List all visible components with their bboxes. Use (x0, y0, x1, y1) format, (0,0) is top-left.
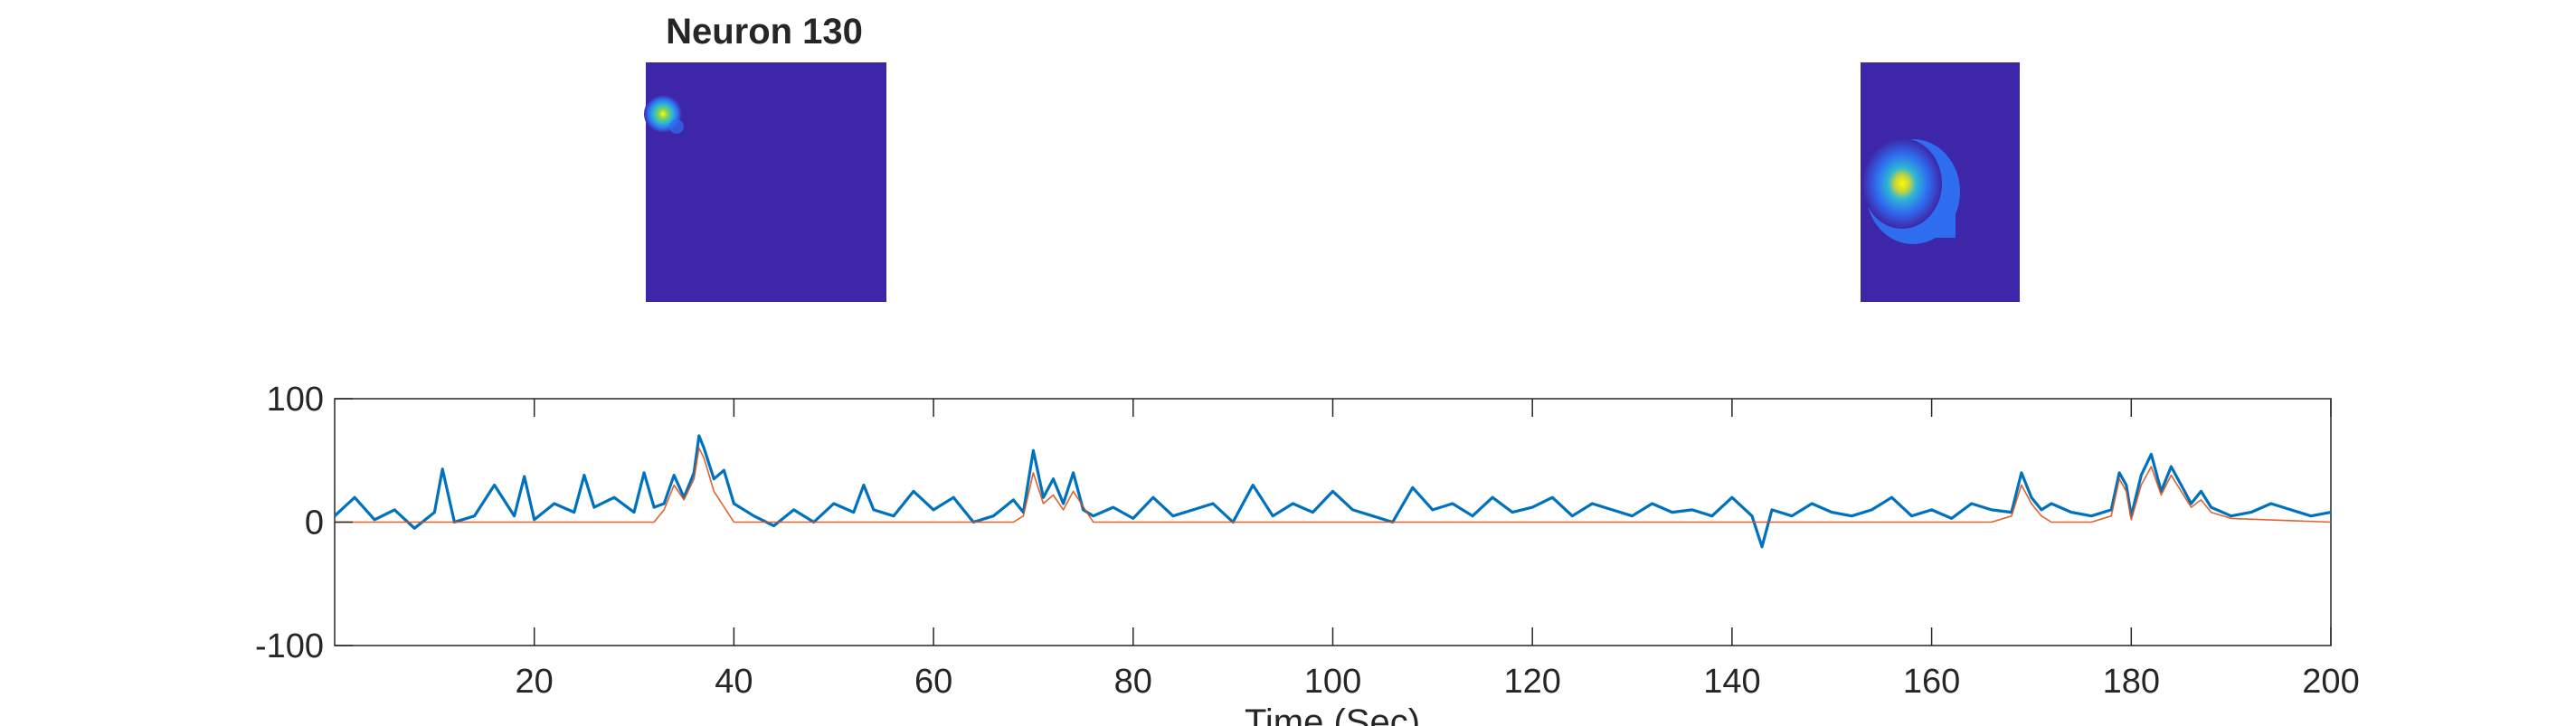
x-tick-label: 100 (1304, 663, 1361, 701)
x-tick-label: 40 (715, 663, 753, 701)
x-tick-label: 200 (2302, 663, 2359, 701)
y-tick-label: 0 (305, 504, 324, 542)
footprint-blob-right (1862, 138, 1942, 229)
footprint-panel-right (1861, 62, 2020, 302)
x-tick-group: 20 40 60 80 100 120 140 160 180 200 (516, 399, 2360, 701)
x-axis-label: Time (Sec) (1245, 702, 1420, 726)
x-tick-label: 120 (1503, 663, 1560, 701)
footprint-blob-left-halo (669, 119, 684, 134)
x-tick-label: 20 (516, 663, 554, 701)
x-tick-label: 180 (2103, 663, 2160, 701)
raw-trace-line (333, 434, 2332, 549)
x-tick-label: 160 (1903, 663, 1960, 701)
y-tick-label: 100 (267, 381, 324, 419)
y-tick-group: -100 0 100 (255, 381, 353, 665)
x-tick-label: 60 (914, 663, 952, 701)
y-tick-label: -100 (255, 627, 324, 665)
footprint-background-left (646, 62, 886, 302)
trace-axes: 20 40 60 80 100 120 140 160 180 200 -100 0 100 Time… (255, 381, 2360, 726)
denoised-trace-line (335, 447, 2332, 523)
chart-title: Neuron 130 (666, 12, 863, 52)
footprint-panel-left (644, 62, 886, 302)
footprint-blob-right-tail (1936, 203, 1956, 238)
x-tick-label: 80 (1114, 663, 1152, 701)
x-tick-label: 140 (1703, 663, 1760, 701)
